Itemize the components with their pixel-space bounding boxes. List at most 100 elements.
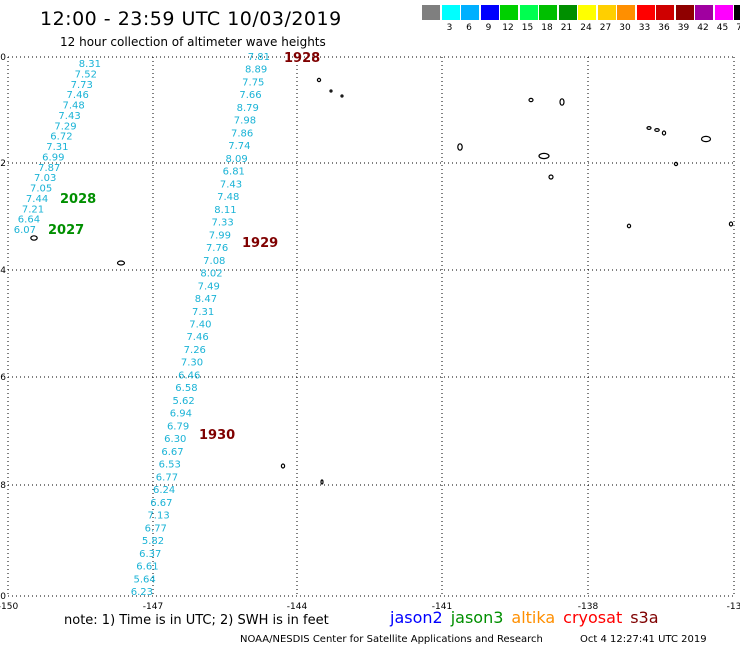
- wave-height-value: 8.31: [79, 59, 101, 70]
- wave-height-value: 6.67: [161, 447, 183, 458]
- wave-height-value: 5.62: [173, 396, 195, 407]
- legend-swatch: [539, 5, 557, 20]
- legend-label: 33: [638, 23, 651, 33]
- lon-tick-label: -138: [578, 602, 599, 612]
- wave-height-value: 7.46: [67, 90, 89, 101]
- satellite-name: altika: [511, 608, 556, 627]
- island-outline: [538, 152, 550, 160]
- lon-tick-label: -150: [0, 602, 18, 612]
- wave-height-value: 8.79: [237, 103, 259, 114]
- pass-label: 1930: [199, 428, 235, 443]
- wave-height-value: 7.05: [30, 184, 52, 195]
- legend-label: 9: [485, 23, 492, 33]
- wave-height-value: 5.64: [134, 574, 156, 585]
- pass-label: 1929: [242, 236, 278, 251]
- wave-height-value: 7.46: [186, 332, 208, 343]
- wave-height-value: 7.26: [184, 345, 206, 356]
- lon-tick-label: -144: [287, 602, 308, 612]
- legend-swatch: [695, 5, 713, 20]
- pass-label: 2027: [48, 223, 84, 238]
- lat-tick-label: -20: [0, 53, 6, 63]
- island-outline: [30, 235, 38, 241]
- lon-tick-label: -141: [432, 602, 452, 612]
- wave-height-value: 7.43: [58, 111, 80, 122]
- legend-swatch: [500, 5, 518, 20]
- wave-height-value: 7.49: [198, 281, 220, 292]
- legend-swatch: [636, 5, 655, 20]
- legend-label: 6: [466, 23, 472, 33]
- wave-height-value: 7.33: [212, 218, 234, 229]
- legend-label: 18: [541, 23, 553, 33]
- legend-swatch: [441, 5, 460, 20]
- wave-height-value: 6.79: [167, 421, 189, 432]
- wave-height-value: 7.21: [22, 204, 44, 215]
- wave-height-value: 6.23: [131, 587, 153, 598]
- wave-height-value: 6.77: [156, 472, 178, 483]
- wave-height-value: 6.53: [159, 460, 181, 471]
- wave-height-value: 6.77: [145, 523, 167, 534]
- legend-label: 36: [658, 23, 670, 33]
- legend-label: 15: [521, 23, 534, 33]
- satellite-name: jason3: [450, 608, 504, 627]
- island-outlines: [30, 77, 734, 485]
- wave-height-value: 7.29: [54, 121, 76, 132]
- wave-height-value: 7.81: [248, 52, 270, 63]
- generated-timestamp: Oct 4 12:27:41 UTC 2019: [580, 634, 707, 645]
- wave-height-value: 7.86: [231, 128, 253, 139]
- wave-height-values: 8.317.527.737.467.487.437.296.727.316.99…: [14, 52, 270, 598]
- wave-height-value: 7.66: [239, 90, 261, 101]
- wave-height-value: 7.98: [234, 116, 256, 127]
- wave-height-value: 7.43: [220, 179, 242, 190]
- lat-tick-label: -26: [0, 373, 6, 383]
- legend-swatch: [734, 5, 740, 20]
- wave-height-value: 7.76: [206, 243, 228, 254]
- island-outline: [316, 77, 322, 83]
- legend-swatch: [675, 5, 694, 20]
- island-outline: [654, 128, 660, 133]
- wave-height-value: 6.37: [139, 549, 161, 560]
- lon-tick-label: -147: [143, 602, 163, 612]
- legend-label: 3: [446, 23, 453, 33]
- island-outline: [559, 98, 565, 106]
- island-outline: [673, 161, 679, 167]
- wave-height-value: 7.13: [147, 511, 169, 522]
- legend-swatch: [617, 5, 635, 20]
- pass-label: 1928: [284, 51, 320, 66]
- legend-swatch: [519, 5, 538, 20]
- wave-height-value: 6.94: [170, 409, 192, 420]
- lat-tick-label: -30: [0, 592, 6, 602]
- wave-height-value: 7.74: [228, 141, 250, 152]
- wave-height-value: 6.58: [175, 383, 197, 394]
- wave-height-value: 6.30: [164, 434, 186, 445]
- lat-tick-label: -24: [0, 266, 6, 276]
- legend-swatch: [578, 5, 596, 20]
- legend-label: 42: [697, 23, 709, 33]
- legend-swatch: [597, 5, 616, 20]
- wave-height-value: 6.61: [136, 562, 158, 573]
- grid-lines: [7, 56, 735, 597]
- legend-swatch: [714, 5, 733, 20]
- island-outline: [280, 463, 286, 469]
- satellite-legend: jason2 jason3 altika cryosat s3a: [390, 608, 667, 627]
- satellite-name: cryosat: [563, 608, 623, 627]
- satellite-name: s3a: [630, 608, 659, 627]
- wave-height-value: 6.24: [153, 485, 175, 496]
- island-outline: [548, 174, 554, 180]
- island-outline: [728, 221, 734, 227]
- wave-height-value: 8.47: [195, 294, 217, 305]
- wave-height-value: 7.40: [189, 320, 211, 331]
- island-outline: [320, 479, 324, 485]
- wave-height-value: 6.72: [50, 132, 72, 143]
- island-outline: [528, 97, 534, 103]
- wave-height-value: 8.89: [245, 65, 267, 76]
- wave-height-value: 7.08: [203, 256, 225, 267]
- legend-label: 12: [502, 23, 514, 33]
- map-subtitle: 12 hour collection of altimeter wave hei…: [60, 35, 326, 49]
- wave-height-value: 7.48: [217, 192, 239, 203]
- lon-tick-label: -13: [727, 602, 740, 612]
- island-outline: [700, 135, 712, 143]
- wave-height-value: 6.81: [223, 167, 245, 178]
- map-title: 12:00 - 23:59 UTC 10/03/2019: [40, 8, 342, 30]
- lat-tick-label: -22: [0, 159, 6, 169]
